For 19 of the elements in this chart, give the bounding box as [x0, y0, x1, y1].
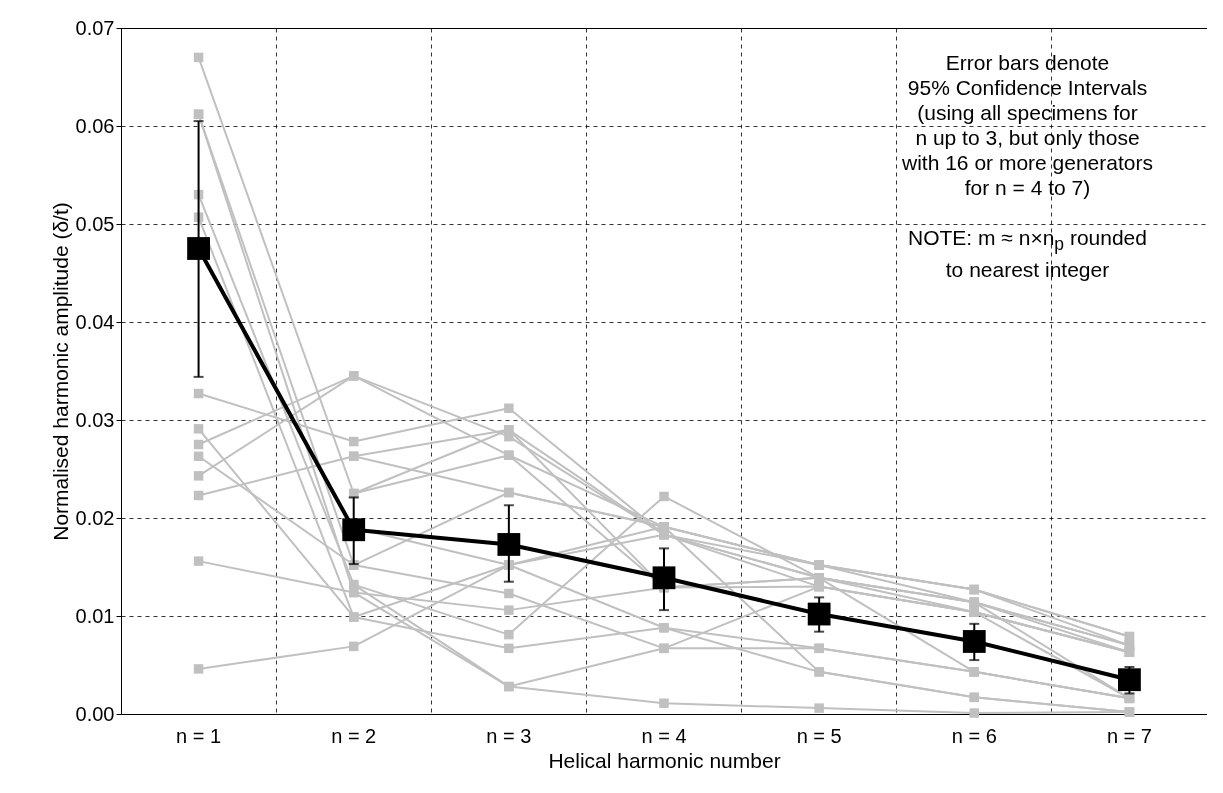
y-tick-label: 0.07 — [75, 16, 115, 39]
y-tick-label: 0.06 — [75, 114, 115, 137]
annotation: Error bars denote 95% Confidence Intervals (using all specimens for n up to 3, but only those with 16 or more generators for n = 4 to 7) — [901, 50, 1154, 200]
y-tick-label: 0.03 — [75, 408, 115, 431]
x-tick-label: n = 5 — [796, 724, 842, 747]
x-axis-title: Helical harmonic number — [548, 748, 781, 772]
y-tick-label: 0.05 — [75, 212, 115, 235]
x-tick-label: n = 7 — [1106, 724, 1152, 747]
x-tick-label: n = 1 — [176, 724, 222, 747]
y-axis-title: Normalised harmonic amplitude (δ/t) — [48, 202, 72, 541]
y-tick-label: 0.02 — [75, 506, 115, 529]
y-tick-label: 0.01 — [75, 604, 115, 627]
y-tick-label: 0.00 — [75, 702, 115, 725]
x-tick-label: n = 2 — [331, 724, 377, 747]
x-tick-label: n = 6 — [951, 724, 997, 747]
annotation: NOTE: m ≈ n×n$_{p}$ rounded to nearest integer — [907, 225, 1148, 283]
y-tick-label: 0.04 — [75, 310, 115, 333]
x-tick-label: n = 3 — [486, 724, 532, 747]
x-tick-label: n = 4 — [641, 724, 687, 747]
